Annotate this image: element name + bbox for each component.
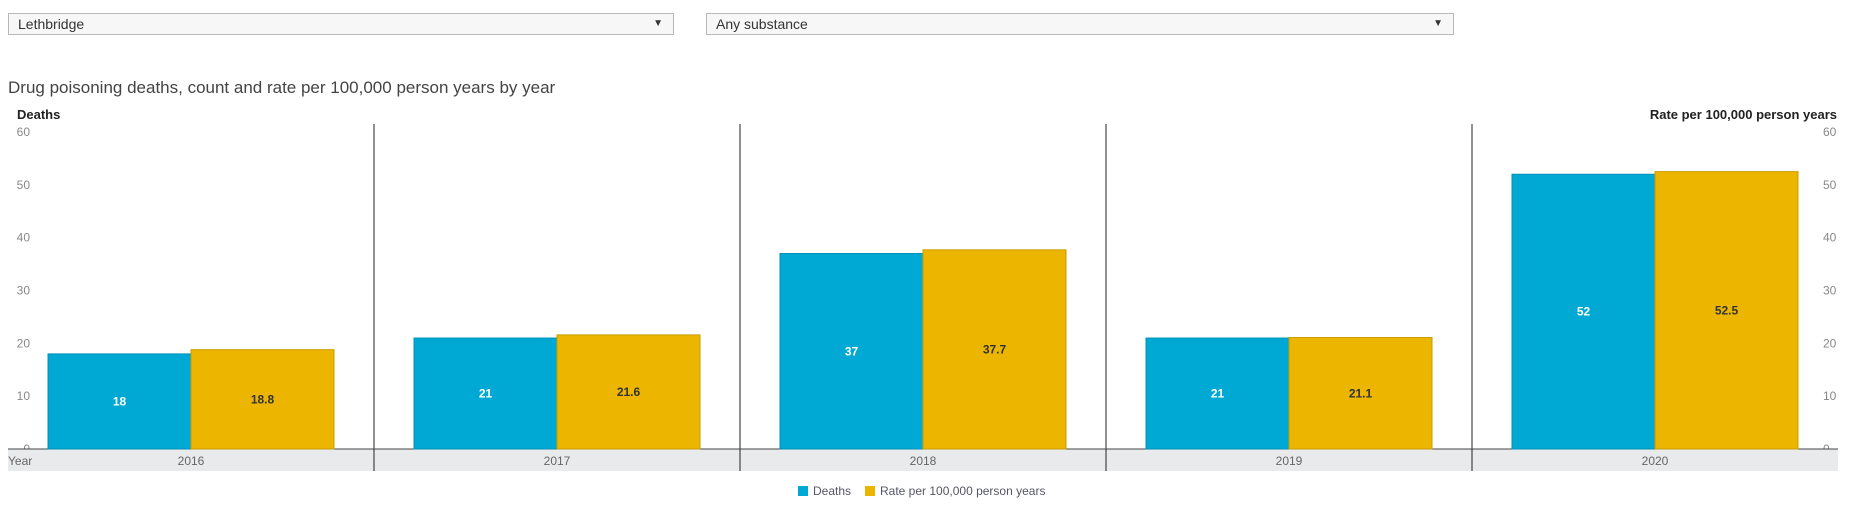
- chart-title: Drug poisoning deaths, count and rate pe…: [8, 78, 556, 97]
- legend-swatch: [865, 486, 875, 496]
- left-tick-label: 10: [17, 389, 31, 403]
- left-tick-label: 30: [17, 284, 31, 298]
- bar: [556, 334, 701, 450]
- region-dropdown-value: Lethbridge: [18, 16, 85, 32]
- data-label: 21.6: [617, 385, 641, 399]
- right-tick-label: 60: [1823, 125, 1837, 139]
- left-axis-title: Deaths: [17, 107, 60, 122]
- data-label: 21.1: [1349, 386, 1373, 400]
- bar: [779, 253, 924, 450]
- substance-dropdown-value: Any substance: [716, 16, 808, 32]
- bar: [190, 349, 335, 450]
- x-axis-title: Year: [8, 454, 32, 468]
- data-label: 52: [1577, 305, 1591, 319]
- chevron-down-icon: ▼: [653, 18, 663, 29]
- bar: [1654, 171, 1799, 450]
- data-label: 18.8: [251, 392, 275, 406]
- data-label: 18: [113, 394, 127, 408]
- right-tick-label: 10: [1823, 389, 1837, 403]
- x-axis-band: [8, 449, 1838, 471]
- left-tick-label: 50: [17, 178, 31, 192]
- left-tick-label: 20: [17, 336, 31, 350]
- bar: [413, 337, 558, 450]
- x-tick-label: 2020: [1642, 454, 1669, 468]
- right-tick-label: 50: [1823, 178, 1837, 192]
- data-label: 21: [479, 387, 493, 401]
- right-tick-label: 30: [1823, 284, 1837, 298]
- data-label: 37: [845, 344, 859, 358]
- data-label: 37.7: [983, 342, 1007, 356]
- substance-dropdown[interactable]: Any substance ▼: [706, 13, 1454, 35]
- chevron-down-icon: ▼: [1433, 18, 1443, 29]
- data-label: 21: [1211, 387, 1225, 401]
- bar: [47, 353, 192, 450]
- right-tick-label: 40: [1823, 231, 1837, 245]
- bar: [1145, 337, 1290, 450]
- x-tick-label: 2018: [910, 454, 937, 468]
- bar: [922, 249, 1067, 450]
- x-tick-label: 2019: [1276, 454, 1303, 468]
- left-tick-label: 60: [17, 125, 31, 139]
- left-tick-label: 40: [17, 231, 31, 245]
- legend-label: Deaths: [813, 484, 851, 498]
- legend-label: Rate per 100,000 person years: [880, 484, 1045, 498]
- x-tick-label: 2017: [544, 454, 571, 468]
- bar: [1288, 337, 1433, 450]
- right-tick-label: 20: [1823, 336, 1837, 350]
- bar: [1511, 173, 1656, 450]
- x-tick-label: 2016: [178, 454, 205, 468]
- region-dropdown[interactable]: Lethbridge ▼: [8, 13, 674, 35]
- right-axis-title: Rate per 100,000 person years: [1650, 107, 1837, 122]
- legend-swatch: [798, 486, 808, 496]
- data-label: 52.5: [1715, 303, 1739, 317]
